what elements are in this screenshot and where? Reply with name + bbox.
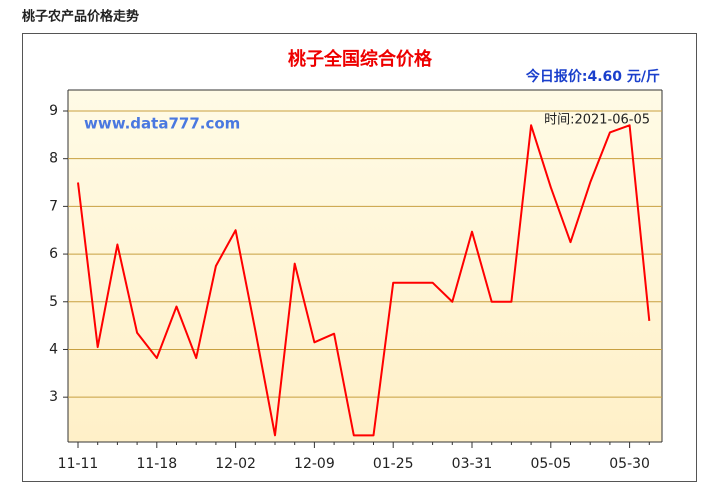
y-tick-label: 8 [49, 151, 58, 167]
watermark: www.data777.com [84, 115, 240, 133]
y-tick-label: 3 [49, 389, 58, 405]
y-tick-label: 4 [49, 341, 58, 357]
y-tick-label: 5 [49, 294, 58, 310]
y-tick-label: 6 [49, 246, 58, 262]
x-tick-label: 11-18 [136, 456, 177, 472]
chart-title: 桃子全国综合价格 [288, 48, 433, 70]
price-line [77, 124, 651, 437]
x-tick-label: 12-09 [294, 456, 335, 472]
y-tick-label: 9 [49, 103, 58, 119]
x-tick-label: 05-05 [530, 456, 571, 472]
annotation: 时间:2021-06-05 [544, 113, 650, 128]
x-tick-label: 12-02 [215, 456, 256, 472]
plot-area [68, 90, 662, 442]
y-tick-label: 7 [49, 198, 58, 214]
chart-subtitle: 今日报价:4.60 元/斤 [525, 68, 660, 85]
x-tick-label: 11-11 [58, 456, 99, 472]
x-tick-label: 03-31 [452, 456, 493, 472]
page-header: 桃子农产品价格走势 [22, 9, 139, 25]
x-tick-label: 05-30 [609, 456, 650, 472]
x-tick-label: 01-25 [373, 456, 414, 472]
